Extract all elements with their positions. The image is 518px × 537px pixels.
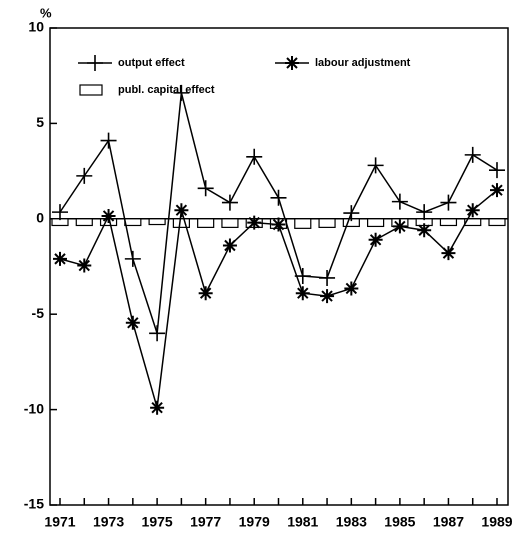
x-tick-label: 1977 [190,514,221,530]
plus-marker [367,157,384,174]
plus-marker [343,205,360,222]
bar [488,218,506,227]
y-tick-label: -5 [32,305,45,321]
star-marker [392,219,407,234]
star-marker [285,56,299,70]
legend-label: labour adjustment [315,57,411,69]
star-marker [53,251,67,266]
star-marker [77,258,92,273]
plus-marker [270,189,287,206]
star-marker [222,238,237,253]
star-marker [490,183,504,198]
x-tick-label: 1989 [481,514,512,530]
star-marker [150,400,165,415]
bar [197,218,215,228]
plus-marker [87,55,103,71]
y-tick-label: -10 [24,400,44,416]
plus-marker [440,194,457,211]
star-marker [441,246,456,261]
x-tick-label: 1975 [142,514,173,530]
plot-frame [49,27,509,506]
plus-marker [197,180,214,197]
x-tick-label: 1973 [93,514,124,530]
x-tick-label: 1979 [239,514,270,530]
x-tick-label: 1983 [336,514,367,530]
star-marker [271,217,286,232]
plus-marker [464,146,481,163]
plus-marker [246,148,263,165]
star-marker [174,203,189,218]
star-marker [344,281,359,296]
plus-marker [489,162,505,179]
star-marker [320,289,335,304]
star-marker [295,286,310,301]
star-marker [465,203,480,218]
legend-label: publ. capital effect [118,84,215,96]
plus-marker [52,204,68,221]
bar [294,218,312,229]
bar [148,218,166,226]
bar [124,218,142,227]
y-tick-label: -15 [24,496,44,512]
plus-marker [416,204,433,221]
bar [75,218,93,227]
y-axis-label: % [40,5,52,20]
star-marker [101,208,116,223]
y-tick-label: 0 [36,210,44,226]
bar [367,218,385,228]
star-marker [198,286,213,301]
y-tick-label: 5 [36,114,44,130]
star-marker [247,215,262,230]
plus-marker [76,167,93,184]
plus-marker [124,250,141,267]
x-tick-label: 1985 [384,514,415,530]
star-marker [368,232,383,247]
plus-marker [319,269,336,286]
bar [172,218,190,228]
star-marker [417,223,432,238]
y-tick-label: 10 [28,19,44,35]
plus-marker [221,194,238,211]
x-tick-label: 1987 [433,514,464,530]
legend-swatch [79,84,103,96]
bar [464,218,482,227]
x-tick-label: 1971 [44,514,75,530]
plus-marker [391,193,408,210]
plus-marker [100,132,117,149]
bar [318,218,336,228]
plus-marker [173,84,190,101]
bar [221,218,239,228]
plus-marker [149,325,166,342]
x-tick-label: 1981 [287,514,318,530]
bar [439,218,458,227]
series-line [59,92,498,334]
legend-label: output effect [118,57,185,69]
star-marker [125,315,140,330]
